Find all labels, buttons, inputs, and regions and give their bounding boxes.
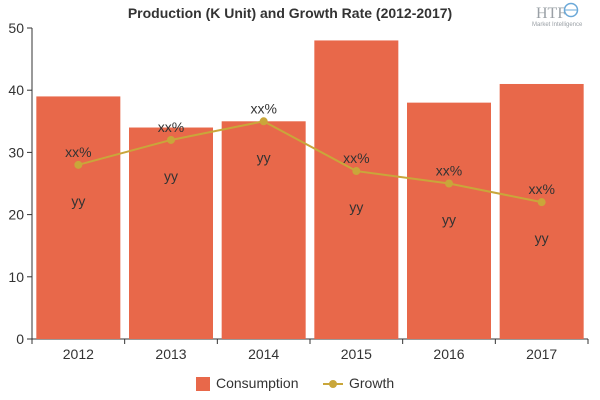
logo-subtext: Market Intelligence <box>532 22 583 28</box>
x-tick-label: 2013 <box>155 346 186 362</box>
line-labels: xx% xx% xx% xx% xx% xx% <box>65 100 555 197</box>
y-tick-label: 40 <box>8 82 24 98</box>
bar-2014 <box>221 121 306 339</box>
growth-value-label: xx% <box>436 163 462 179</box>
growth-point-2012 <box>74 160 83 169</box>
bar-2016 <box>407 102 491 339</box>
growth-point-2013 <box>167 135 175 144</box>
y-tick-label: 30 <box>8 144 24 160</box>
bar-2012 <box>36 96 121 339</box>
chart-title: Production (K Unit) and Growth Rate (201… <box>128 5 452 21</box>
legend-growth-marker <box>329 380 337 388</box>
line-series <box>74 117 546 207</box>
growth-value-label: xx% <box>250 100 276 116</box>
bar-value-label: yy <box>71 193 85 209</box>
bar-2017 <box>499 83 584 339</box>
x-tick-label: 2015 <box>341 346 372 362</box>
bar-value-label: yy <box>257 149 271 165</box>
x-tick-label: 2012 <box>63 346 94 362</box>
growth-point-2014 <box>259 117 268 126</box>
y-tick-label: 0 <box>16 331 24 347</box>
x-tick-label: 2016 <box>433 346 464 362</box>
y-tick-label: 10 <box>8 269 24 285</box>
growth-line <box>78 120 542 204</box>
y-axis: 0 10 20 30 40 50 <box>8 20 33 347</box>
growth-point-2015 <box>352 167 361 176</box>
bar-value-label: yy <box>442 212 456 228</box>
growth-value-label: xx% <box>65 144 91 160</box>
bar-value-label: yy <box>164 168 178 184</box>
company-logo: HTF Market Intelligence <box>532 2 583 28</box>
growth-value-label: xx% <box>343 150 369 166</box>
legend-growth-label: Growth <box>349 375 394 391</box>
bar-value-label: yy <box>349 199 363 215</box>
x-tick-label: 2014 <box>248 346 279 362</box>
bar-2013 <box>129 127 213 340</box>
bar-value-label: yy <box>535 230 549 246</box>
growth-value-label: xx% <box>158 119 184 135</box>
x-tick-label: 2017 <box>526 346 557 362</box>
growth-point-2016 <box>445 179 453 188</box>
bar-series <box>36 40 584 340</box>
y-tick-label: 50 <box>8 20 24 36</box>
chart-legend: Consumption Growth <box>196 375 394 391</box>
x-axis: 2012 2013 2014 2015 2016 2017 <box>31 338 589 362</box>
bar-labels: yy yy yy yy yy yy <box>71 149 548 246</box>
growth-value-label: xx% <box>528 181 554 197</box>
bar-2015 <box>314 40 399 339</box>
legend-consumption-label: Consumption <box>216 375 299 391</box>
y-tick-label: 20 <box>8 207 24 223</box>
growth-point-2017 <box>537 198 546 207</box>
logo-text: HTF <box>536 5 566 22</box>
legend-consumption-swatch <box>196 377 210 391</box>
